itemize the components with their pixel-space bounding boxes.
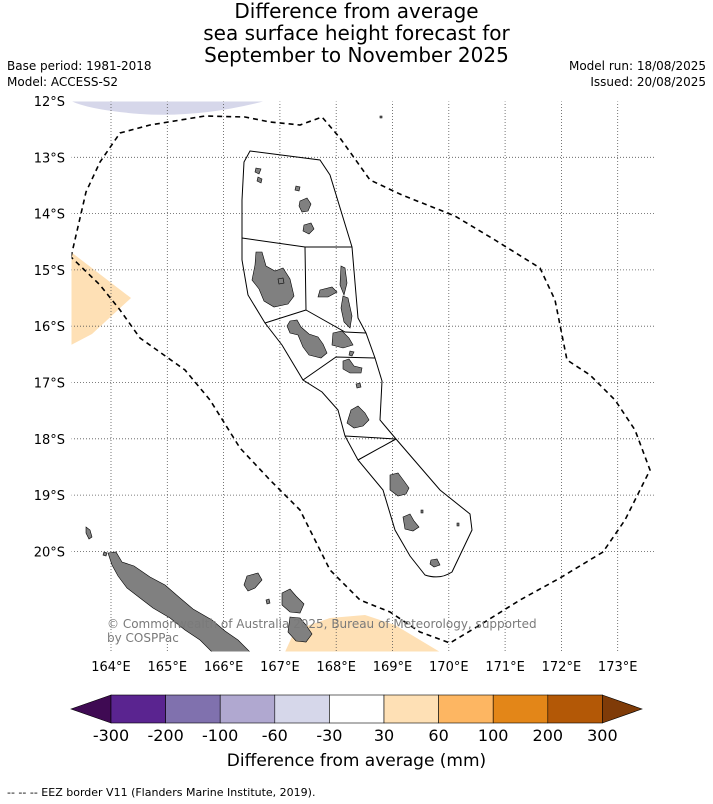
colorbar-segment bbox=[547, 694, 603, 724]
colorbar-tick-label: 200 bbox=[533, 726, 564, 745]
colorbar-segment bbox=[383, 694, 439, 724]
colorbar-segment bbox=[329, 694, 385, 724]
colorbar-tick-label: -100 bbox=[202, 726, 238, 745]
lon-tick-label: 173°E bbox=[598, 660, 638, 675]
map-plot-area bbox=[71, 101, 655, 652]
lat-tick-label: 15°S bbox=[34, 264, 65, 279]
title-line-2: sea surface height forecast for bbox=[203, 21, 510, 45]
lon-tick-label: 168°E bbox=[316, 660, 356, 675]
colorbar-tick-label: -60 bbox=[262, 726, 288, 745]
base-period: Base period: 1981-2018 bbox=[7, 59, 152, 73]
land-new-caledonia bbox=[85, 526, 313, 652]
colorbar-segment bbox=[110, 694, 166, 724]
lon-tick-label: 166°E bbox=[204, 660, 244, 675]
lat-tick-label: 12°S bbox=[34, 95, 65, 110]
colorbar-tick-label: 60 bbox=[428, 726, 448, 745]
lat-tick-label: 13°S bbox=[34, 151, 65, 166]
province-boundaries bbox=[241, 237, 397, 461]
eez-footnote: -- -- -- EEZ border V11 (Flanders Marine… bbox=[7, 786, 316, 799]
plot-frame bbox=[70, 100, 656, 653]
anomaly-patch-positive-south bbox=[285, 615, 440, 652]
lon-tick-label: 170°E bbox=[429, 660, 469, 675]
model-name: Model: ACCESS-S2 bbox=[7, 75, 119, 89]
lat-tick-label: 14°S bbox=[34, 208, 65, 223]
anomaly-patch-positive-west bbox=[71, 252, 131, 345]
latitude-labels: 12°S 13°S 14°S 15°S 16°S 17°S 18°S 19°S 20°S bbox=[34, 95, 65, 560]
lon-tick-label: 167°E bbox=[260, 660, 300, 675]
colorbar: -300 -200 -100 -60 -30 30 60 100 200 300 bbox=[70, 694, 643, 745]
lon-tick-label: 171°E bbox=[485, 660, 525, 675]
lat-tick-label: 19°S bbox=[34, 489, 65, 504]
colorbar-segment bbox=[274, 694, 330, 724]
meta-left: Base period: 1981-2018 Model: ACCESS-S2 bbox=[7, 58, 152, 90]
anomaly-patch-negative-north bbox=[71, 101, 265, 115]
lat-tick-label: 16°S bbox=[34, 320, 65, 335]
colorbar-tick-label: 30 bbox=[374, 726, 394, 745]
eez-dashed-border bbox=[71, 115, 651, 644]
colorbar-tick-label: -200 bbox=[147, 726, 183, 745]
issued-date: Issued: 20/08/2025 bbox=[590, 75, 706, 89]
longitude-labels: 164°E 165°E 166°E 167°E 168°E 169°E 170°E 171°E… bbox=[91, 660, 637, 675]
lon-tick-label: 169°E bbox=[373, 660, 413, 675]
title-line-3: September to November 2025 bbox=[204, 43, 509, 67]
lon-tick-label: 164°E bbox=[91, 660, 131, 675]
colorbar-under-triangle bbox=[70, 694, 112, 724]
title-line-1: Difference from average bbox=[234, 0, 479, 23]
lon-tick-label: 172°E bbox=[542, 660, 582, 675]
colorbar-segment bbox=[438, 694, 494, 724]
colorbar-tick-label: 100 bbox=[478, 726, 509, 745]
eez-internal-boundary bbox=[241, 150, 473, 578]
colorbar-segment bbox=[492, 694, 549, 724]
colorbar-tick-label: -300 bbox=[93, 726, 129, 745]
lat-tick-label: 17°S bbox=[34, 377, 65, 392]
gridlines bbox=[71, 101, 655, 652]
lon-tick-label: 165°E bbox=[148, 660, 188, 675]
land-vanuatu bbox=[251, 115, 460, 568]
colorbar-label: Difference from average (mm) bbox=[226, 751, 487, 771]
colorbar-tick-label: -30 bbox=[316, 726, 342, 745]
lat-tick-label: 20°S bbox=[34, 545, 65, 560]
lat-tick-label: 18°S bbox=[34, 433, 65, 448]
colorbar-segment bbox=[219, 694, 276, 724]
copyright-notice: © Commonwealth of Australia 2025, Bureau… bbox=[107, 617, 537, 645]
colorbar-segment bbox=[165, 694, 221, 724]
model-run: Model run: 18/08/2025 bbox=[568, 59, 706, 73]
meta-right: Model run: 18/08/2025 Issued: 20/08/2025 bbox=[569, 58, 706, 90]
colorbar-over-triangle bbox=[602, 694, 643, 724]
map-title: Difference from average sea surface heig… bbox=[0, 0, 713, 66]
colorbar-tick-label: 300 bbox=[587, 726, 618, 745]
